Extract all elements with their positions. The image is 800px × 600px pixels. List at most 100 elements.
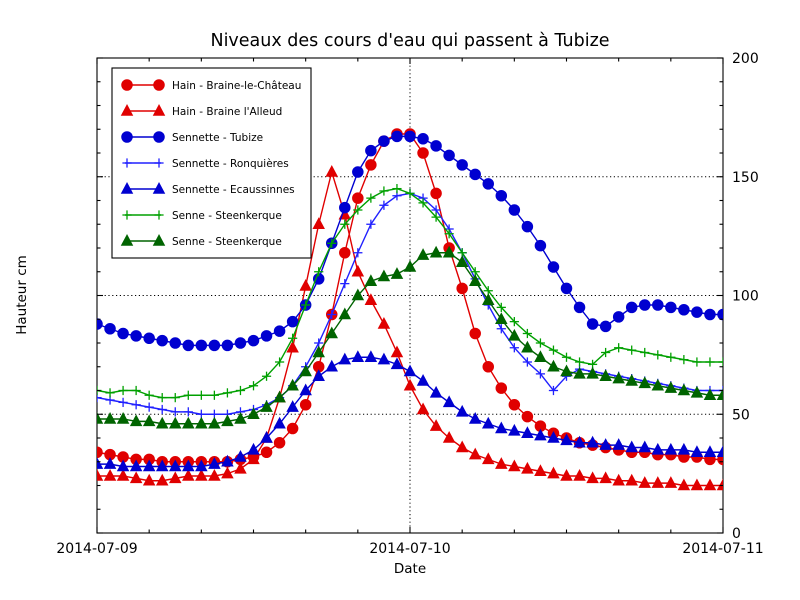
data-point-marker xyxy=(182,459,195,472)
data-point-marker xyxy=(156,334,168,347)
data-point-marker xyxy=(352,166,364,178)
data-point-marker xyxy=(431,212,441,222)
data-point-marker xyxy=(339,201,351,214)
data-point-marker xyxy=(612,371,625,384)
data-point-marker xyxy=(122,158,132,168)
data-point-marker xyxy=(288,333,298,343)
data-point-marker xyxy=(560,364,573,377)
data-point-marker xyxy=(286,422,299,435)
data-point-marker xyxy=(430,187,442,200)
data-point-marker xyxy=(666,352,676,362)
legend-item-0[interactable]: Hain - Braine-le-Château xyxy=(121,79,302,92)
data-point-marker xyxy=(456,159,468,171)
data-point-marker xyxy=(638,476,652,488)
data-point-marker xyxy=(155,473,169,486)
legend-item-5[interactable]: Senne - Steenkerque xyxy=(122,210,282,222)
data-point-marker xyxy=(692,357,702,367)
data-point-marker xyxy=(678,303,690,316)
data-point-marker xyxy=(718,357,723,367)
data-point-marker xyxy=(182,339,195,352)
data-point-marker xyxy=(442,245,456,258)
data-point-marker xyxy=(521,461,534,474)
data-point-marker xyxy=(704,308,716,321)
data-point-marker xyxy=(444,229,454,239)
data-point-marker xyxy=(652,299,664,311)
data-point-marker xyxy=(468,447,482,460)
data-point-marker xyxy=(247,334,260,347)
data-point-marker xyxy=(679,355,689,365)
data-point-marker xyxy=(612,438,625,450)
data-point-marker xyxy=(153,131,165,143)
chart-legend[interactable]: Hain - Braine-le-Château Hain - Braine l'… xyxy=(111,67,312,259)
data-point-marker xyxy=(144,402,154,412)
data-point-marker xyxy=(120,104,134,116)
data-point-marker xyxy=(364,274,378,286)
data-point-marker xyxy=(195,416,208,429)
data-point-marker xyxy=(705,357,715,367)
data-point-marker xyxy=(352,192,364,204)
legend-label: Hain - Braine-le-Château xyxy=(172,80,301,92)
legend-label: Hain - Braine l'Alleud xyxy=(172,106,282,118)
data-point-marker xyxy=(625,440,638,453)
data-point-marker xyxy=(247,442,260,455)
data-point-marker xyxy=(209,390,219,400)
data-point-marker xyxy=(121,131,133,143)
data-point-marker xyxy=(234,337,247,349)
data-point-marker xyxy=(442,395,456,408)
data-point-marker xyxy=(599,438,612,450)
data-point-marker xyxy=(208,457,221,469)
data-point-marker xyxy=(221,454,234,467)
legend-item-4[interactable]: Sennette - Ecaussinnes xyxy=(120,182,295,196)
data-point-marker xyxy=(273,325,286,337)
data-point-marker xyxy=(495,457,508,469)
data-point-marker xyxy=(392,184,402,194)
legend-item-1[interactable]: Hain - Braine l'Alleud xyxy=(120,104,283,118)
data-point-marker xyxy=(586,366,599,379)
data-point-marker xyxy=(495,421,508,434)
legend-item-2[interactable]: Sennette - Tubize xyxy=(121,131,263,144)
data-point-marker xyxy=(340,219,350,229)
data-point-marker xyxy=(390,345,404,358)
data-point-marker xyxy=(351,288,365,301)
data-point-marker xyxy=(442,431,456,443)
data-point-marker xyxy=(456,282,468,295)
data-point-marker xyxy=(573,301,586,314)
data-point-marker xyxy=(547,431,560,443)
data-point-marker xyxy=(508,398,521,411)
data-point-marker xyxy=(481,416,495,429)
data-point-marker xyxy=(378,135,390,147)
data-point-marker xyxy=(455,440,469,453)
data-point-marker xyxy=(312,369,325,381)
data-point-marker xyxy=(481,452,495,465)
legend-item-3[interactable]: Sennette - Ronquières xyxy=(122,158,289,170)
data-point-marker xyxy=(122,210,132,220)
data-point-marker xyxy=(325,165,339,177)
data-point-marker xyxy=(534,239,547,252)
data-point-marker xyxy=(195,339,208,352)
data-point-marker xyxy=(273,390,286,403)
data-point-marker xyxy=(129,471,143,484)
data-point-marker xyxy=(143,332,155,344)
data-point-marker xyxy=(677,383,691,396)
data-point-marker xyxy=(535,338,546,348)
data-point-marker xyxy=(651,378,665,391)
data-point-marker xyxy=(260,446,273,458)
legend-item-6[interactable]: Senne - Steenkerque xyxy=(120,234,282,248)
data-point-marker xyxy=(508,204,521,216)
grid-lines xyxy=(97,58,723,533)
data-point-marker xyxy=(182,416,195,429)
data-point-marker xyxy=(495,382,508,394)
data-point-marker xyxy=(208,339,221,352)
data-point-marker xyxy=(535,369,546,379)
data-point-marker xyxy=(534,428,547,441)
data-point-marker xyxy=(703,445,717,457)
data-point-marker xyxy=(299,364,312,377)
data-point-marker xyxy=(103,412,117,424)
data-point-marker xyxy=(129,414,143,427)
data-point-marker xyxy=(104,322,116,335)
data-point-marker xyxy=(261,371,272,381)
data-point-marker xyxy=(561,352,572,362)
data-point-marker xyxy=(299,279,312,291)
data-point-marker xyxy=(625,473,638,486)
